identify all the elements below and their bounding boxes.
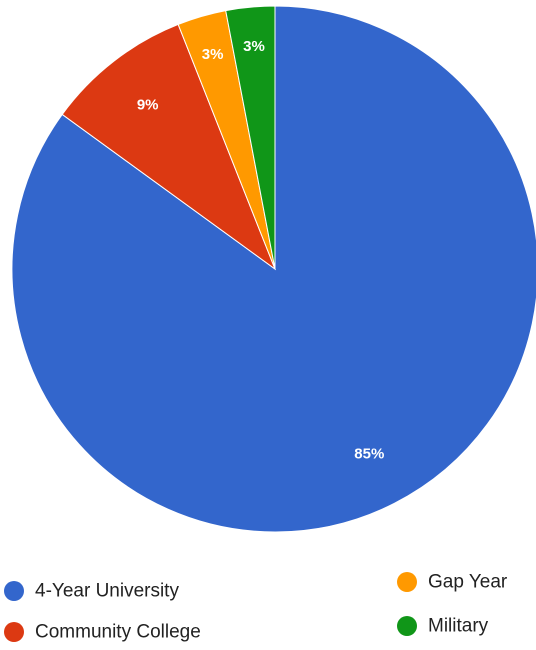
legend-label-gap-year: Gap Year bbox=[428, 572, 508, 593]
pie-slice-military bbox=[225, 5, 276, 270]
legend-label-community-college: Community College bbox=[35, 622, 201, 643]
slice-label-military: 3% bbox=[243, 38, 265, 55]
slice-label-community-college: 9% bbox=[137, 96, 159, 113]
legend-item-military: Military bbox=[397, 616, 489, 637]
legend-label-4-year-university: 4-Year University bbox=[35, 581, 179, 602]
pie-slice-community-college bbox=[61, 23, 277, 271]
legend-label-military: Military bbox=[428, 616, 489, 637]
legend-swatch-community-college bbox=[4, 622, 24, 642]
legend-item-gap-year: Gap Year bbox=[397, 572, 508, 593]
legend-item-community-college: Community College bbox=[4, 622, 201, 643]
slice-label-4-year-university: 85% bbox=[354, 446, 384, 463]
legend: 4-Year University Community College Gap Ye… bbox=[4, 572, 508, 643]
pie-slice-4-year-university bbox=[11, 5, 536, 533]
slice-label-gap-year: 3% bbox=[202, 46, 224, 63]
pie-slice-labels: 85% 9% 3% 3% bbox=[137, 38, 384, 463]
legend-swatch-4-year-university bbox=[4, 581, 24, 601]
legend-swatch-gap-year bbox=[397, 572, 417, 592]
pie-slices bbox=[11, 5, 536, 533]
legend-item-4-year-university: 4-Year University bbox=[4, 581, 179, 602]
legend-swatch-military bbox=[397, 616, 417, 636]
